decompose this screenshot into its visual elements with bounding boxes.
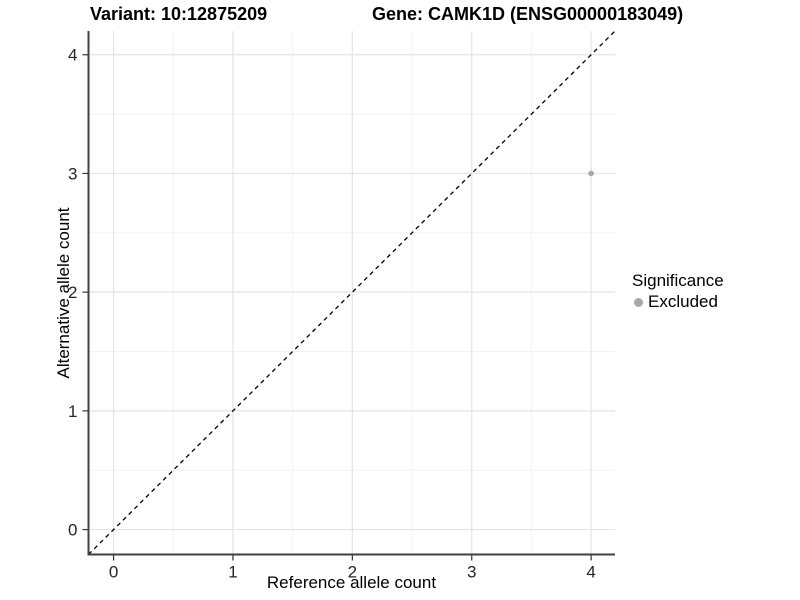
y-tick-label: 0 xyxy=(68,521,77,540)
y-tick-label: 3 xyxy=(68,164,77,183)
y-tick-label: 1 xyxy=(68,402,77,421)
chart-title-gene: Gene: CAMK1D (ENSG00000183049) xyxy=(372,4,684,24)
x-tick-label: 3 xyxy=(467,563,476,582)
x-tick-label: 4 xyxy=(586,563,595,582)
excluded-point-icon xyxy=(634,297,643,307)
x-tick-label: 1 xyxy=(228,563,237,582)
legend-item-label: Excluded xyxy=(648,292,718,311)
x-tick-label: 2 xyxy=(348,563,357,582)
y-tick-label: 2 xyxy=(68,283,77,302)
legend-item-excluded: Excluded xyxy=(632,292,724,312)
y-axis-label: Alternative allele count xyxy=(54,207,73,379)
x-axis-label: Reference allele count xyxy=(266,573,437,592)
chart-title-variant: Variant: 10:12875209 xyxy=(90,4,268,24)
legend: Significance Excluded xyxy=(632,271,724,312)
identity-line xyxy=(88,30,616,555)
data-point xyxy=(588,170,594,177)
y-tick-label: 4 xyxy=(68,46,77,65)
legend-title: Significance xyxy=(632,271,724,290)
x-tick-label: 0 xyxy=(109,563,118,582)
